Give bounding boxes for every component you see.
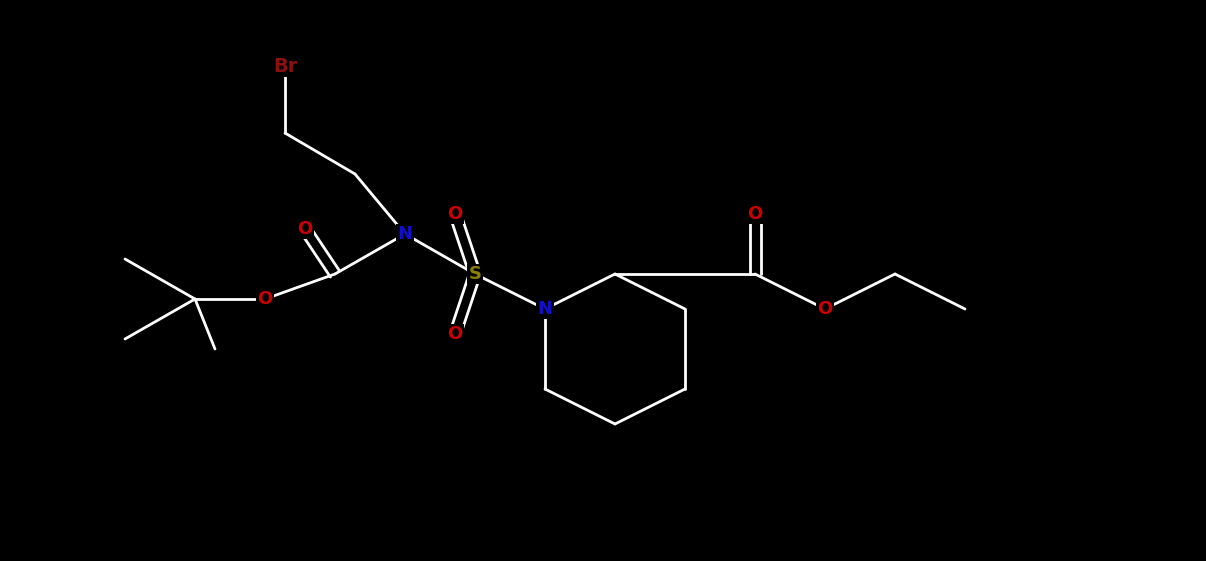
Text: S: S bbox=[468, 265, 481, 283]
Text: O: O bbox=[447, 325, 463, 343]
Text: O: O bbox=[818, 300, 832, 318]
Text: O: O bbox=[748, 205, 762, 223]
Text: O: O bbox=[298, 220, 312, 238]
Text: O: O bbox=[447, 205, 463, 223]
Text: N: N bbox=[398, 225, 412, 243]
Text: Br: Br bbox=[273, 57, 297, 76]
Text: O: O bbox=[257, 290, 273, 308]
Text: N: N bbox=[538, 300, 552, 318]
